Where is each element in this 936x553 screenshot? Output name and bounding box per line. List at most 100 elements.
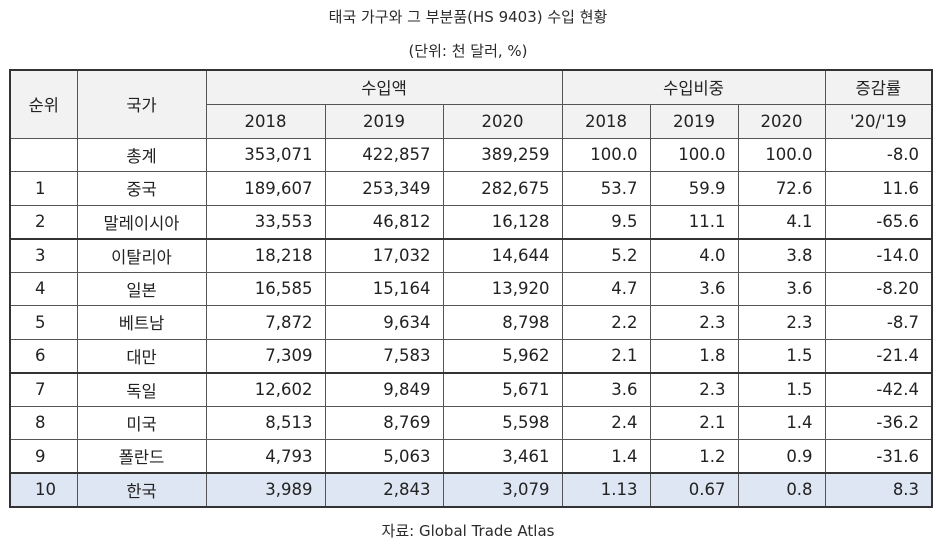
- cell-share: 1.5: [737, 338, 826, 373]
- cell-share: 59.9: [649, 171, 739, 206]
- cell-amount: 5,598: [442, 405, 563, 440]
- cell-country: 이탈리아: [76, 237, 207, 273]
- cell-share: 1.4: [561, 439, 651, 474]
- cell-share: 2.3: [737, 305, 826, 340]
- cell-change: -36.2: [824, 405, 933, 440]
- cell-amount: 7,583: [324, 338, 444, 373]
- cell-amount: 189,607: [205, 171, 326, 206]
- cell-rank: 9: [9, 439, 78, 474]
- cell-share: 100.0: [737, 137, 826, 172]
- cell-rank: 3: [9, 237, 78, 273]
- header-amount-year: 2020: [442, 103, 563, 139]
- cell-rank: 6: [9, 338, 78, 373]
- cell-share: 1.4: [737, 405, 826, 440]
- cell-rank: 10: [9, 472, 78, 507]
- cell-share: 1.13: [561, 472, 651, 507]
- cell-share: 3.6: [649, 271, 739, 306]
- cell-amount: 17,032: [324, 237, 444, 273]
- header-share-year: 2018: [561, 103, 651, 139]
- cell-amount: 46,812: [324, 204, 444, 239]
- cell-amount: 16,128: [442, 204, 563, 239]
- cell-share: 2.3: [649, 371, 739, 407]
- cell-change: 8.3: [824, 472, 933, 507]
- cell-share: 3.6: [561, 371, 651, 407]
- table-row: 6 대만 7,309 7,583 5,962 2.1 1.8 1.5 -21.4: [9, 338, 933, 373]
- cell-country: 일본: [76, 271, 207, 306]
- cell-amount: 253,349: [324, 171, 444, 206]
- cell-country: 폴란드: [76, 439, 207, 474]
- cell-amount: 9,634: [324, 305, 444, 340]
- cell-share: 100.0: [649, 137, 739, 172]
- cell-share: 0.9: [737, 439, 826, 474]
- table-row: 9 폴란드 4,793 5,063 3,461 1.4 1.2 0.9 -31.…: [9, 439, 933, 474]
- header-import-amount: 수입액: [205, 69, 563, 105]
- cell-rank: 8: [9, 405, 78, 440]
- cell-amount: 4,793: [205, 439, 326, 474]
- cell-country: 말레이시아: [76, 204, 207, 239]
- header-change-period: '20/'19: [824, 103, 933, 139]
- cell-amount: 9,849: [324, 371, 444, 407]
- header-country: 국가: [76, 69, 207, 139]
- table-row: 1 중국 189,607 253,349 282,675 53.7 59.9 7…: [9, 171, 933, 206]
- cell-rank: 4: [9, 271, 78, 306]
- cell-amount: 7,872: [205, 305, 326, 340]
- cell-country: 독일: [76, 371, 207, 407]
- cell-amount: 3,079: [442, 472, 563, 507]
- cell-change: -8.0: [824, 137, 933, 172]
- header-amount-year: 2019: [324, 103, 444, 139]
- cell-country: 총계: [76, 137, 207, 172]
- cell-country: 베트남: [76, 305, 207, 340]
- cell-rank: 2: [9, 204, 78, 239]
- header-share-year: 2020: [737, 103, 826, 139]
- cell-amount: 33,553: [205, 204, 326, 239]
- cell-share: 100.0: [561, 137, 651, 172]
- cell-rank: [9, 137, 78, 172]
- import-table: 순위 국가 수입액 수입비중 증감률 2018 2019 2020 2018 2…: [9, 69, 934, 508]
- cell-amount: 14,644: [442, 237, 563, 273]
- header-row-years: 2018 2019 2020 2018 2019 2020 '20/'19: [10, 103, 933, 139]
- cell-change: -8.7: [824, 305, 933, 340]
- cell-share: 3.8: [737, 237, 826, 273]
- cell-change: -42.4: [824, 371, 933, 407]
- table-row-total: 총계 353,071 422,857 389,259 100.0 100.0 1…: [9, 137, 933, 172]
- cell-amount: 15,164: [324, 271, 444, 306]
- cell-share: 2.1: [561, 338, 651, 373]
- cell-rank: 5: [9, 305, 78, 340]
- cell-amount: 18,218: [205, 237, 326, 273]
- cell-share: 72.6: [737, 171, 826, 206]
- cell-change: -8.20: [824, 271, 933, 306]
- cell-rank: 7: [9, 371, 78, 407]
- cell-share: 2.3: [649, 305, 739, 340]
- cell-share: 5.2: [561, 237, 651, 273]
- table-row: 3 이탈리아 18,218 17,032 14,644 5.2 4.0 3.8 …: [9, 237, 933, 273]
- cell-share: 0.67: [649, 472, 739, 507]
- header-change: 증감률: [824, 69, 933, 105]
- cell-change: -31.6: [824, 439, 933, 474]
- header-rank: 순위: [9, 69, 78, 139]
- cell-share: 3.6: [737, 271, 826, 306]
- cell-country: 미국: [76, 405, 207, 440]
- table-row: 2 말레이시아 33,553 46,812 16,128 9.5 11.1 4.…: [9, 204, 933, 239]
- cell-share: 4.0: [649, 237, 739, 273]
- table-row: 5 베트남 7,872 9,634 8,798 2.2 2.3 2.3 -8.7: [9, 305, 933, 340]
- unit-note: (단위: 천 달러, %): [408, 42, 528, 60]
- cell-share: 9.5: [561, 204, 651, 239]
- table-row: 4 일본 16,585 15,164 13,920 4.7 3.6 3.6 -8…: [9, 271, 933, 306]
- cell-country: 대만: [76, 338, 207, 373]
- cell-amount: 16,585: [205, 271, 326, 306]
- cell-share: 0.8: [737, 472, 826, 507]
- cell-amount: 5,962: [442, 338, 563, 373]
- cell-amount: 3,461: [442, 439, 563, 474]
- header-amount-year: 2018: [205, 103, 326, 139]
- cell-country: 한국: [76, 472, 207, 507]
- header-share-year: 2019: [649, 103, 739, 139]
- cell-amount: 389,259: [442, 137, 563, 172]
- cell-share: 1.2: [649, 439, 739, 474]
- table-row-highlight: 10 한국 3,989 2,843 3,079 1.13 0.67 0.8 8.…: [9, 472, 933, 507]
- cell-share: 1.5: [737, 371, 826, 407]
- cell-amount: 8,769: [324, 405, 444, 440]
- cell-share: 4.1: [737, 204, 826, 239]
- cell-change: -21.4: [824, 338, 933, 373]
- table-title: 태국 가구와 그 부분품(HS 9403) 수입 현황: [328, 8, 608, 26]
- header-import-share: 수입비중: [561, 69, 826, 105]
